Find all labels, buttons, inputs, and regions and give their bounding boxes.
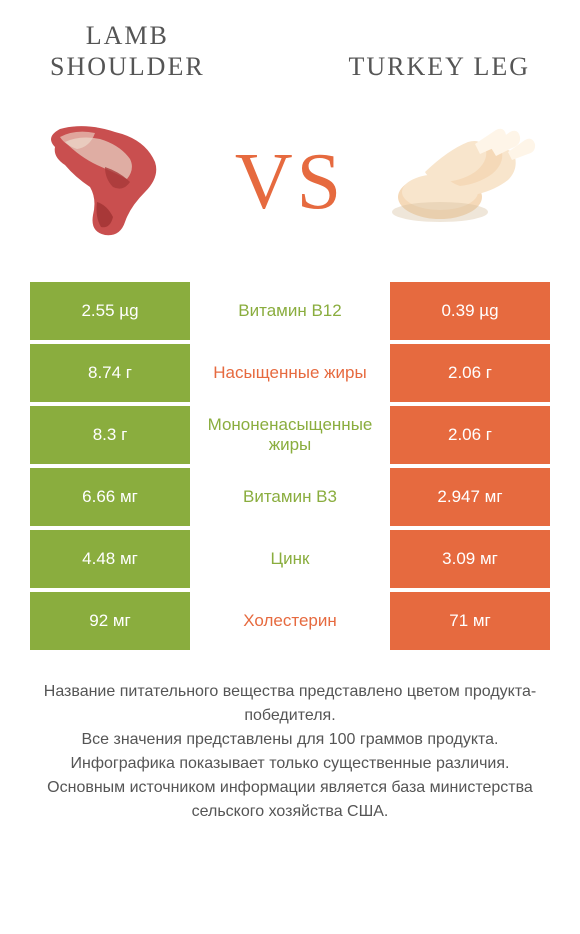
left-value: 6.66 мг xyxy=(30,468,190,526)
right-value: 2.947 мг xyxy=(390,468,550,526)
table-row: 2.55 µgВитамин B120.39 µg xyxy=(30,282,550,340)
lamb-shoulder-image xyxy=(30,112,190,252)
nutrient-label: Витамин B12 xyxy=(190,282,390,340)
footer-line: Все значения представлены для 100 граммо… xyxy=(20,728,560,752)
right-value: 71 мг xyxy=(390,592,550,650)
left-value: 92 мг xyxy=(30,592,190,650)
left-value: 2.55 µg xyxy=(30,282,190,340)
left-value: 8.74 г xyxy=(30,344,190,402)
table-row: 6.66 мгВитамин B32.947 мг xyxy=(30,468,550,526)
vs-row: VS xyxy=(0,92,580,282)
vs-label: VS xyxy=(235,137,345,228)
nutrient-label: Холестерин xyxy=(190,592,390,650)
right-value: 2.06 г xyxy=(390,344,550,402)
right-value: 3.09 мг xyxy=(390,530,550,588)
left-value: 4.48 мг xyxy=(30,530,190,588)
right-value: 0.39 µg xyxy=(390,282,550,340)
nutrient-label: Цинк xyxy=(190,530,390,588)
left-value: 8.3 г xyxy=(30,406,190,464)
table-row: 8.3 гМононенасыщенные жиры2.06 г xyxy=(30,406,550,464)
nutrient-label: Мононенасыщенные жиры xyxy=(190,406,390,464)
table-row: 8.74 гНасыщенные жиры2.06 г xyxy=(30,344,550,402)
table-row: 92 мгХолестерин71 мг xyxy=(30,592,550,650)
header: LAMB SHOULDER TURKEY LEG xyxy=(0,0,580,92)
nutrient-label: Насыщенные жиры xyxy=(190,344,390,402)
left-product-title: LAMB SHOULDER xyxy=(50,20,205,82)
footer-notes: Название питательного вещества представл… xyxy=(0,680,580,824)
footer-line: Название питательного вещества представл… xyxy=(20,680,560,728)
nutrient-label: Витамин B3 xyxy=(190,468,390,526)
right-product-title: TURKEY LEG xyxy=(348,37,530,82)
table-row: 4.48 мгЦинк3.09 мг xyxy=(30,530,550,588)
footer-line: Инфографика показывает только существенн… xyxy=(20,752,560,776)
turkey-leg-image xyxy=(390,112,550,252)
footer-line: Основным источником информации является … xyxy=(20,776,560,824)
comparison-table: 2.55 µgВитамин B120.39 µg8.74 гНасыщенны… xyxy=(30,282,550,650)
right-value: 2.06 г xyxy=(390,406,550,464)
